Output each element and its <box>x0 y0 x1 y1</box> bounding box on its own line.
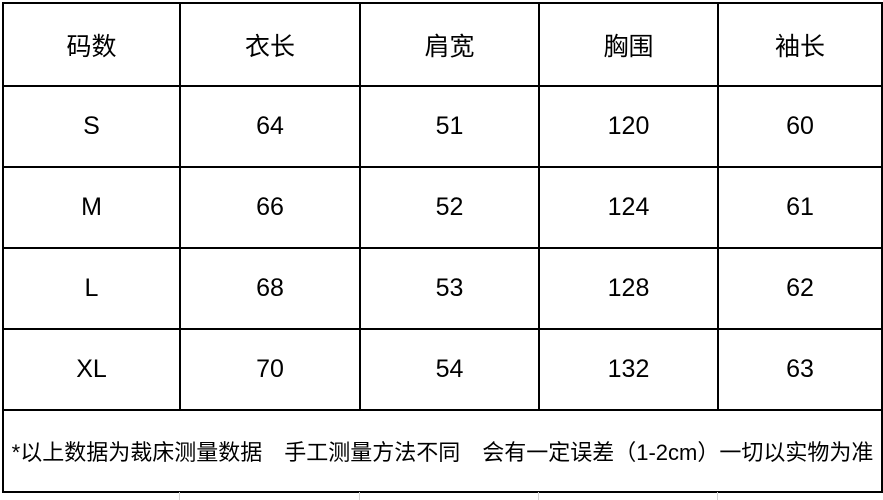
cell-bust: 120 <box>538 85 719 168</box>
column-header-size: 码数 <box>2 2 181 87</box>
cell-shoulder: 51 <box>359 85 540 168</box>
cell-size: XL <box>2 328 181 411</box>
cell-length: 70 <box>179 328 361 411</box>
cell-shoulder: 53 <box>359 247 540 330</box>
table-row-s: S 64 51 120 60 <box>2 85 883 168</box>
table-row-l: L 68 53 128 62 <box>2 247 883 330</box>
cell-length: 66 <box>179 166 361 249</box>
cell-shoulder: 52 <box>359 166 540 249</box>
table-row-xl: XL 70 54 132 63 <box>2 328 883 411</box>
cell-bust: 132 <box>538 328 719 411</box>
cell-bust: 124 <box>538 166 719 249</box>
cell-size: M <box>2 166 181 249</box>
gridline-stub <box>717 492 718 500</box>
cell-size: L <box>2 247 181 330</box>
gridline-stub <box>359 492 360 500</box>
column-header-bust: 胸围 <box>538 2 719 87</box>
cell-length: 64 <box>179 85 361 168</box>
cell-sleeve: 60 <box>717 85 883 168</box>
cell-bust: 128 <box>538 247 719 330</box>
cell-sleeve: 61 <box>717 166 883 249</box>
cell-sleeve: 62 <box>717 247 883 330</box>
note-row: *以上数据为裁床测量数据 手工测量方法不同 会有一定误差（1-2cm）一切以实物… <box>2 409 883 493</box>
measurement-disclaimer: *以上数据为裁床测量数据 手工测量方法不同 会有一定误差（1-2cm）一切以实物… <box>2 409 883 493</box>
gridline-stub <box>179 492 180 500</box>
size-chart-table: 码数 衣长 肩宽 胸围 袖长 S 64 51 120 60 M 66 52 12… <box>2 2 883 493</box>
cell-shoulder: 54 <box>359 328 540 411</box>
column-header-shoulder: 肩宽 <box>359 2 540 87</box>
header-row: 码数 衣长 肩宽 胸围 袖长 <box>2 2 883 87</box>
table-row-m: M 66 52 124 61 <box>2 166 883 249</box>
cell-sleeve: 63 <box>717 328 883 411</box>
gridline-stub <box>538 492 539 500</box>
cell-size: S <box>2 85 181 168</box>
column-header-sleeve: 袖长 <box>717 2 883 87</box>
cell-length: 68 <box>179 247 361 330</box>
column-header-length: 衣长 <box>179 2 361 87</box>
